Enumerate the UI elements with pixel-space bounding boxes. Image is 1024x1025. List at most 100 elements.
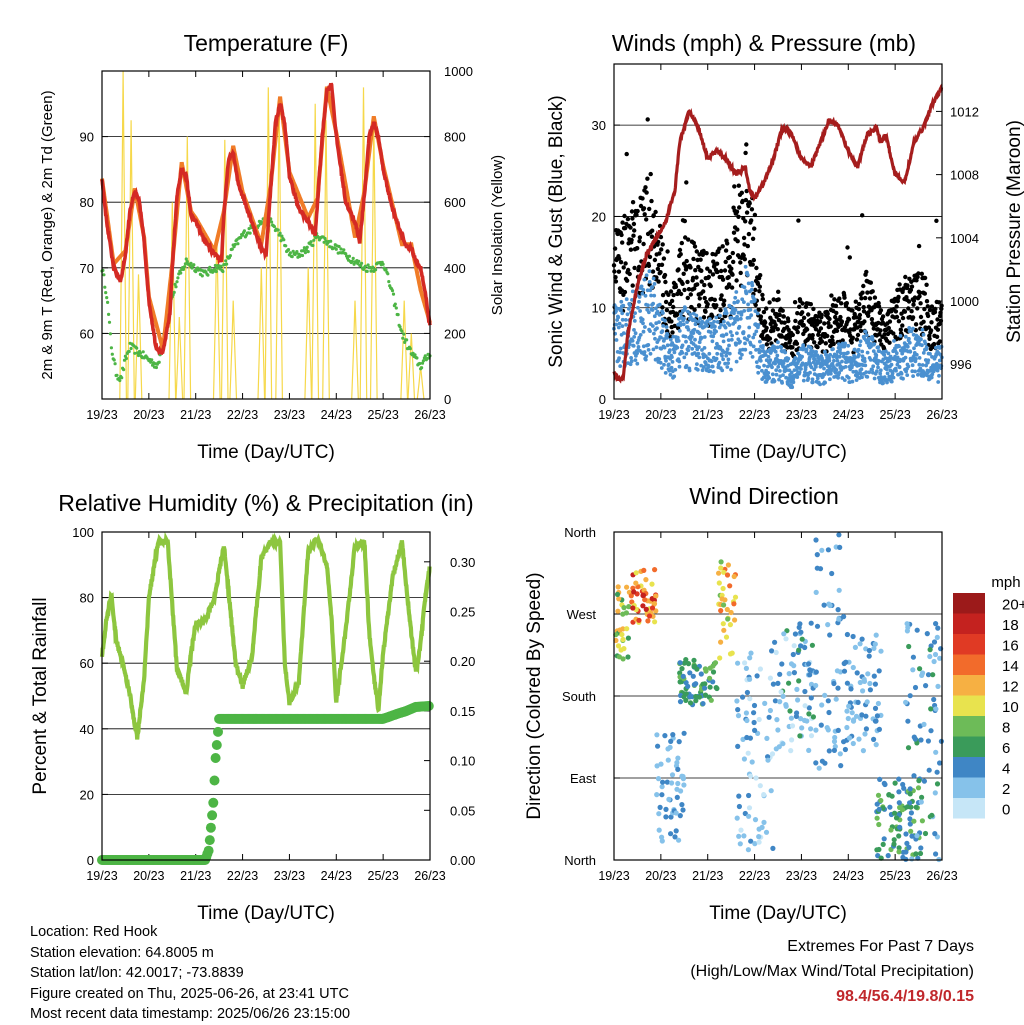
direction-point bbox=[769, 648, 775, 654]
gust-point bbox=[844, 301, 849, 306]
gust-point bbox=[731, 259, 736, 265]
x-axis-label: Time (Day/UTC) bbox=[197, 903, 335, 924]
chart-title: Temperature (F) bbox=[184, 30, 349, 56]
direction-point bbox=[859, 712, 865, 718]
direction-point bbox=[796, 678, 802, 684]
sonic-wind-point bbox=[718, 313, 722, 318]
sonic-wind-point bbox=[700, 319, 705, 324]
sonic-wind-point bbox=[868, 358, 873, 362]
direction-point bbox=[931, 639, 938, 645]
dewpoint-point bbox=[185, 260, 189, 264]
legend-label: 8 bbox=[1002, 719, 1010, 736]
gust-point bbox=[695, 282, 700, 287]
sonic-wind-point bbox=[726, 338, 731, 342]
sonic-wind-point bbox=[638, 309, 642, 313]
sonic-wind-point bbox=[817, 357, 821, 362]
sonic-wind-point bbox=[749, 287, 754, 292]
direction-point bbox=[773, 649, 779, 656]
x-tick-label: 26/23 bbox=[414, 869, 445, 883]
sonic-wind-point bbox=[871, 349, 876, 353]
direction-point bbox=[843, 659, 849, 665]
gust-point bbox=[758, 273, 763, 278]
sonic-wind-point bbox=[923, 341, 928, 346]
sonic-wind-point bbox=[860, 349, 865, 354]
sonic-wind-point bbox=[628, 362, 633, 367]
sonic-wind-point bbox=[686, 348, 691, 353]
gust-point bbox=[702, 282, 707, 288]
gust-point bbox=[723, 259, 728, 265]
direction-point bbox=[887, 804, 893, 810]
legend-swatch bbox=[953, 798, 985, 819]
direction-point bbox=[933, 749, 939, 755]
direction-point bbox=[872, 641, 878, 647]
gust-point bbox=[915, 274, 920, 280]
direction-point bbox=[886, 792, 892, 798]
gust-point bbox=[682, 218, 687, 224]
sonic-wind-point bbox=[682, 355, 687, 360]
sonic-wind-point bbox=[857, 352, 861, 357]
direction-point bbox=[822, 760, 828, 766]
gust-point bbox=[751, 257, 756, 263]
direction-point bbox=[675, 755, 681, 761]
sonic-wind-point bbox=[632, 335, 637, 339]
gust-point bbox=[876, 304, 882, 309]
sonic-wind-point bbox=[903, 355, 908, 360]
sonic-wind-point bbox=[797, 370, 802, 375]
direction-point bbox=[819, 547, 825, 553]
gust-point bbox=[935, 327, 941, 332]
gust-point bbox=[894, 314, 900, 320]
direction-point bbox=[663, 806, 669, 813]
sonic-wind-point bbox=[620, 317, 625, 322]
sonic-wind-point bbox=[753, 309, 758, 313]
direction-point bbox=[813, 727, 819, 733]
direction-point bbox=[802, 703, 808, 709]
sonic-wind-point bbox=[618, 350, 622, 355]
gust-point bbox=[928, 328, 934, 333]
dewpoint-point bbox=[291, 249, 295, 253]
direction-point bbox=[624, 626, 630, 632]
gust-point bbox=[677, 247, 683, 253]
dewpoint-point bbox=[387, 280, 391, 284]
direction-point bbox=[735, 713, 742, 719]
gust-point bbox=[834, 310, 839, 316]
sonic-wind-point bbox=[772, 345, 777, 350]
y-tick-label: 0 bbox=[599, 392, 606, 407]
gust-point bbox=[652, 257, 658, 263]
direction-point bbox=[655, 776, 662, 782]
gust-point bbox=[842, 295, 847, 300]
gust-point bbox=[619, 232, 624, 238]
gust-point bbox=[931, 341, 937, 347]
dewpoint-point bbox=[183, 262, 187, 266]
gust-point bbox=[901, 286, 906, 291]
direction-point bbox=[814, 552, 820, 558]
sonic-wind-point bbox=[808, 346, 813, 350]
sonic-wind-point bbox=[639, 284, 644, 289]
gust-point bbox=[649, 198, 654, 204]
x-tick-label: 20/23 bbox=[133, 869, 164, 883]
gust-point bbox=[822, 321, 827, 326]
sonic-wind-point bbox=[688, 312, 693, 317]
gust-point bbox=[924, 282, 929, 287]
sonic-wind-point bbox=[714, 315, 719, 320]
direction-point bbox=[896, 776, 902, 782]
sonic-wind-point bbox=[773, 349, 778, 354]
dewpoint-point bbox=[200, 274, 204, 278]
gust-point bbox=[620, 220, 625, 225]
dewpoint-point bbox=[239, 236, 243, 240]
dewpoint-point bbox=[107, 320, 112, 324]
direction-point bbox=[918, 799, 924, 805]
direction-point bbox=[872, 705, 879, 712]
solar-insolation-trace bbox=[359, 87, 368, 400]
sonic-wind-point bbox=[691, 311, 696, 316]
gust-point bbox=[741, 235, 747, 241]
sonic-wind-point bbox=[708, 368, 713, 373]
sonic-wind-point bbox=[686, 327, 691, 332]
sonic-wind-point bbox=[897, 344, 901, 349]
direction-point bbox=[649, 605, 656, 611]
direction-point bbox=[734, 815, 740, 821]
sonic-wind-point bbox=[815, 376, 820, 381]
direction-point bbox=[851, 717, 857, 723]
gust-point bbox=[655, 266, 661, 272]
pressure-line bbox=[612, 83, 944, 384]
y2-tick-label: 600 bbox=[444, 195, 466, 210]
